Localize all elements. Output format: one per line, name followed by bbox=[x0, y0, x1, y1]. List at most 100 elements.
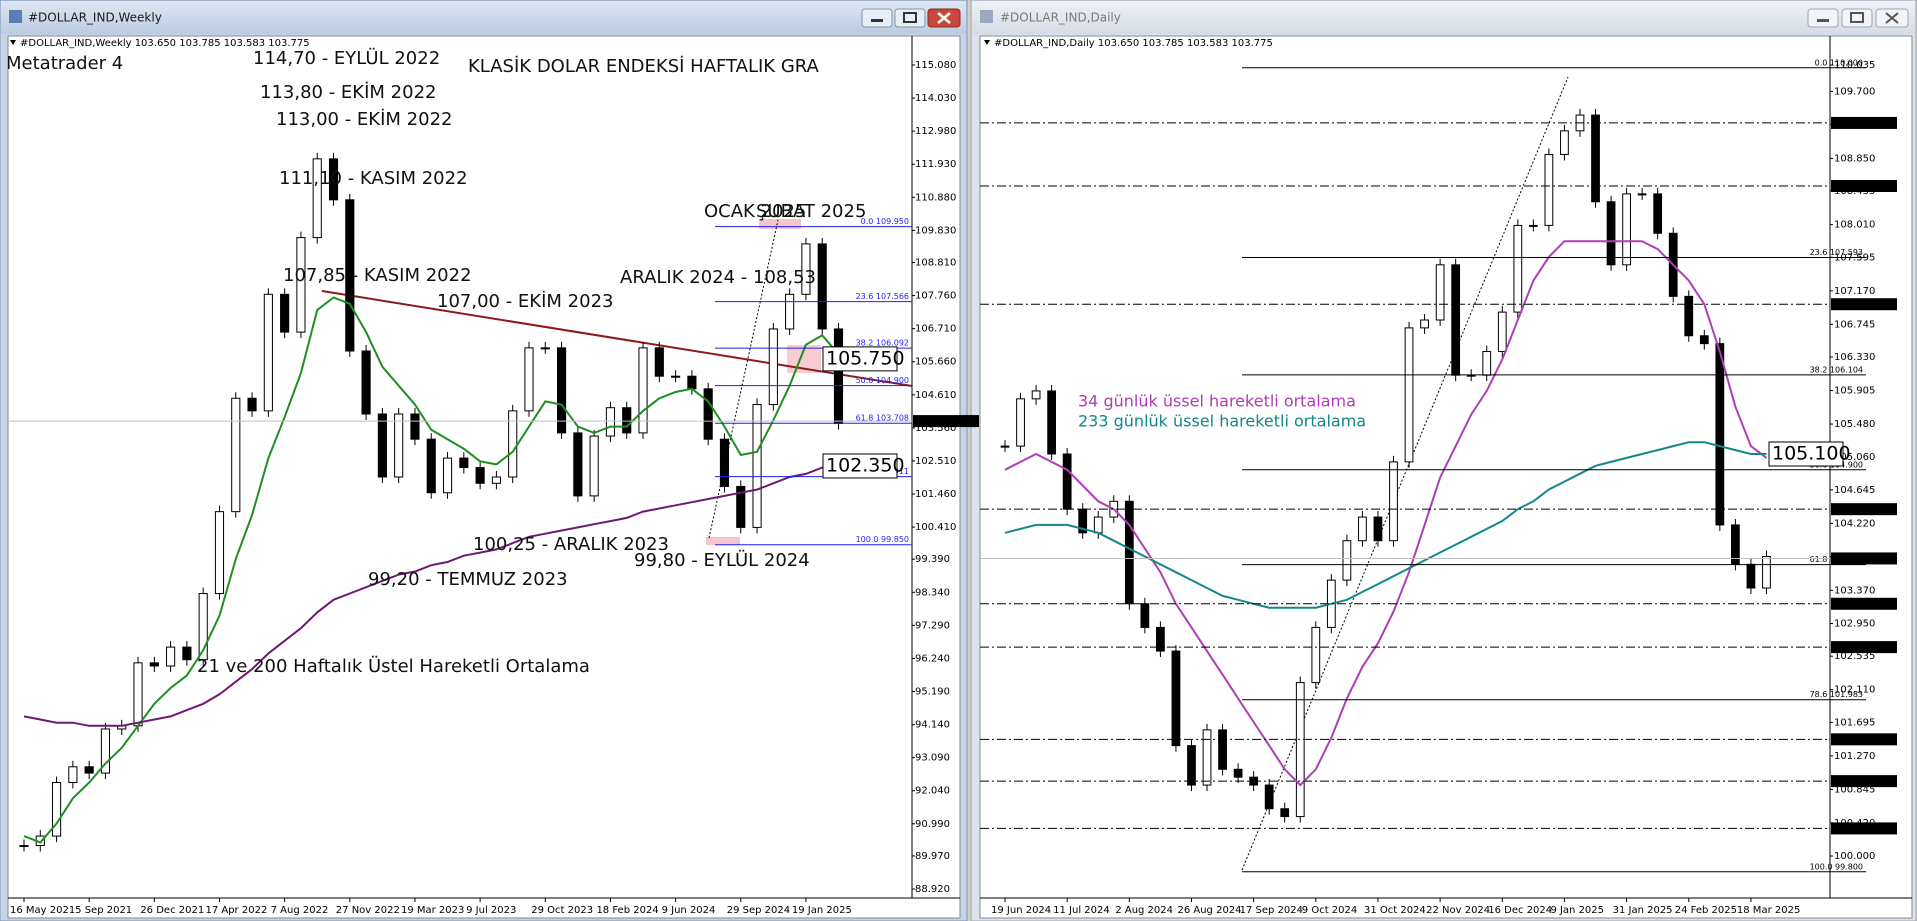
candle bbox=[540, 347, 550, 350]
candle bbox=[100, 728, 111, 774]
candle bbox=[133, 662, 143, 727]
y-tick-label: 106.710 bbox=[915, 324, 956, 335]
y-tick-label: 106.330 bbox=[1834, 352, 1875, 363]
fib-level-label: 100.0 99.850 bbox=[856, 535, 909, 544]
candle bbox=[1171, 650, 1181, 747]
maximize-icon bbox=[1850, 12, 1864, 23]
y-tick-label: 108.850 bbox=[1834, 153, 1875, 164]
annotation: Metatrader 4 bbox=[6, 53, 123, 74]
level-box bbox=[1831, 733, 1897, 746]
annotation: 113,00 - EKİM 2022 bbox=[276, 109, 452, 130]
x-tick-label: 29 Sep 2024 bbox=[727, 905, 790, 916]
price-box-label: 105.750 bbox=[826, 347, 905, 369]
minimize-icon bbox=[871, 19, 883, 22]
x-tick-label: 17 Apr 2022 bbox=[205, 905, 267, 916]
candle bbox=[1233, 768, 1243, 778]
candle bbox=[1715, 343, 1725, 526]
y-tick-label: 107.760 bbox=[915, 291, 956, 302]
candle bbox=[1560, 130, 1569, 155]
x-tick-label: 16 May 2021 bbox=[10, 905, 75, 916]
y-tick-label: 101.695 bbox=[1834, 717, 1875, 728]
candle bbox=[442, 457, 453, 494]
candle bbox=[182, 646, 192, 661]
candle bbox=[1000, 445, 1010, 448]
x-tick-label: 31 Jan 2025 bbox=[1613, 905, 1673, 916]
candle bbox=[312, 158, 322, 239]
candle bbox=[68, 766, 78, 784]
candle bbox=[84, 766, 94, 774]
y-tick-label: 88.920 bbox=[915, 884, 950, 895]
candle bbox=[605, 407, 616, 437]
candle bbox=[524, 347, 534, 412]
fib-trend bbox=[1241, 76, 1569, 871]
y-tick-label: 104.645 bbox=[1834, 485, 1875, 496]
close-icon bbox=[937, 12, 951, 24]
chart-plot: Metatrader 4 KLASİK DOLAR ENDEKSİ HAFTALI… bbox=[6, 47, 866, 852]
fib-level-label: 61.8 103.708 bbox=[856, 414, 909, 423]
candle bbox=[1622, 193, 1631, 266]
candle bbox=[394, 413, 404, 478]
candle bbox=[556, 347, 567, 434]
y-tick-label: 105.905 bbox=[1834, 386, 1875, 397]
minimize-button[interactable] bbox=[1807, 8, 1839, 28]
moving-average bbox=[23, 296, 840, 844]
fib-level-label: 0.0 109.950 bbox=[861, 217, 909, 226]
candle bbox=[1016, 398, 1025, 447]
y-tick-label: 100.410 bbox=[915, 522, 956, 533]
candle bbox=[752, 404, 762, 528]
fib-level-label: 23.6 107.593 bbox=[1810, 248, 1863, 257]
candle bbox=[377, 413, 387, 478]
close-icon bbox=[1885, 12, 1899, 24]
fib-level-label: 78.6 101.983 bbox=[1810, 690, 1863, 699]
y-tick-label: 90.990 bbox=[915, 819, 950, 830]
x-tick-label: 29 Oct 2023 bbox=[531, 905, 593, 916]
level-box bbox=[1831, 775, 1897, 788]
candle bbox=[1202, 729, 1212, 786]
x-tick-label: 9 Jun 2024 bbox=[662, 905, 716, 916]
maximize-button[interactable] bbox=[1841, 8, 1873, 28]
fib-level-label: 100.0 99.800 bbox=[1810, 862, 1863, 871]
x-tick-label: 19 Mar 2023 bbox=[401, 905, 464, 916]
y-tick-label: 101.270 bbox=[1834, 751, 1875, 762]
right-drawings bbox=[1241, 76, 1569, 871]
candle bbox=[1140, 603, 1150, 628]
candle bbox=[1264, 784, 1274, 810]
window-title: #DOLLAR_IND,Weekly bbox=[28, 11, 162, 25]
last-price-label: 103.775 bbox=[1834, 553, 1875, 564]
level-box bbox=[1831, 597, 1897, 610]
candle bbox=[361, 350, 371, 415]
annotation: 114,70 - EYLÜL 2022 bbox=[253, 47, 440, 69]
candle bbox=[1699, 335, 1709, 345]
candle bbox=[1762, 555, 1771, 589]
y-tick-label: 109.830 bbox=[915, 225, 956, 236]
weekly-window: #DOLLAR_IND,Weekly bbox=[0, 0, 968, 921]
fib-level-label: 38.2 106.104 bbox=[1810, 365, 1863, 374]
candle bbox=[459, 457, 469, 469]
level-label: 100.350 bbox=[1834, 823, 1875, 834]
y-tick-label: 105.660 bbox=[915, 357, 956, 368]
candle bbox=[1031, 390, 1041, 400]
candle bbox=[410, 413, 420, 440]
maximize-button[interactable] bbox=[894, 8, 926, 28]
level-box bbox=[1831, 503, 1897, 516]
last-price-box bbox=[1831, 552, 1897, 565]
y-tick-label: 98.340 bbox=[915, 587, 950, 598]
minimize-button[interactable] bbox=[861, 8, 893, 28]
x-tick-label: 22 Nov 2024 bbox=[1426, 905, 1490, 916]
candle bbox=[1482, 351, 1492, 376]
y-tick-label: 105.060 bbox=[1834, 452, 1875, 463]
last-price-label: 103.775 bbox=[915, 416, 956, 427]
y-tick-label: 104.220 bbox=[1834, 518, 1875, 529]
level-label: 100.950 bbox=[1834, 776, 1875, 787]
x-tick-label: 31 Oct 2024 bbox=[1364, 905, 1426, 916]
candle bbox=[345, 199, 355, 352]
candle bbox=[198, 593, 208, 661]
annotation: ŞUBAT 2025 bbox=[756, 201, 866, 222]
candle bbox=[1062, 453, 1072, 510]
candle bbox=[1653, 193, 1663, 234]
y-tick-label: 97.290 bbox=[915, 620, 950, 631]
candle bbox=[231, 397, 241, 513]
y-tick-label: 104.610 bbox=[915, 390, 956, 401]
candle bbox=[166, 646, 176, 667]
